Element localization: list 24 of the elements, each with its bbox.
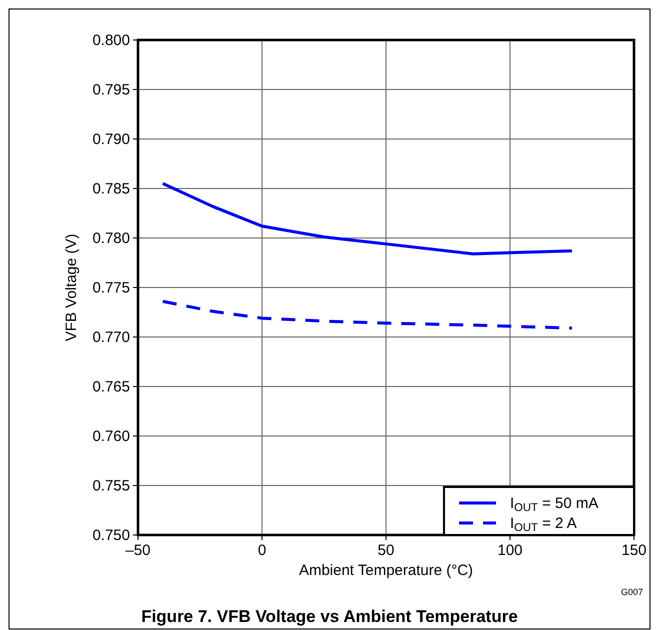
- text: Figure 7. VFB Voltage vs Ambient Temperature: [141, 607, 518, 626]
- y-tick-label: 0.770: [92, 329, 130, 346]
- y-tick-label: 0.800: [92, 32, 130, 49]
- y-tick-label: 0.780: [92, 230, 130, 247]
- y-tick-label: 0.795: [92, 82, 130, 98]
- y-tick-label: 0.775: [92, 280, 130, 296]
- x-tick-label: 0: [258, 542, 266, 559]
- text: G007: [620, 587, 643, 597]
- x-tick-label: 100: [497, 542, 523, 559]
- line-series: [161, 182, 574, 256]
- y-tick-label: 0.750: [92, 527, 130, 544]
- y-axis-title: VFB Voltage (V): [63, 234, 80, 342]
- y-tick-label: 0.760: [92, 428, 130, 445]
- line-series: [161, 300, 574, 330]
- legend-label: I$_{OUT}$ = 50 mA: [510, 495, 598, 514]
- y-tick-label: 0.785: [92, 180, 130, 198]
- x-tick-label: 50: [378, 542, 394, 559]
- legend-label: I$_{OUT}$ = 2 A: [510, 515, 577, 534]
- y-tick-label: 0.790: [92, 131, 130, 148]
- y-tick-label: 0.755: [92, 478, 130, 494]
- x-axis-title: Ambient Temperature (°C): [298, 562, 474, 579]
- y-tick-label: 0.765: [92, 378, 130, 396]
- x-tick-label: 150: [621, 542, 647, 559]
- x-tick-label: –50: [125, 542, 151, 559]
